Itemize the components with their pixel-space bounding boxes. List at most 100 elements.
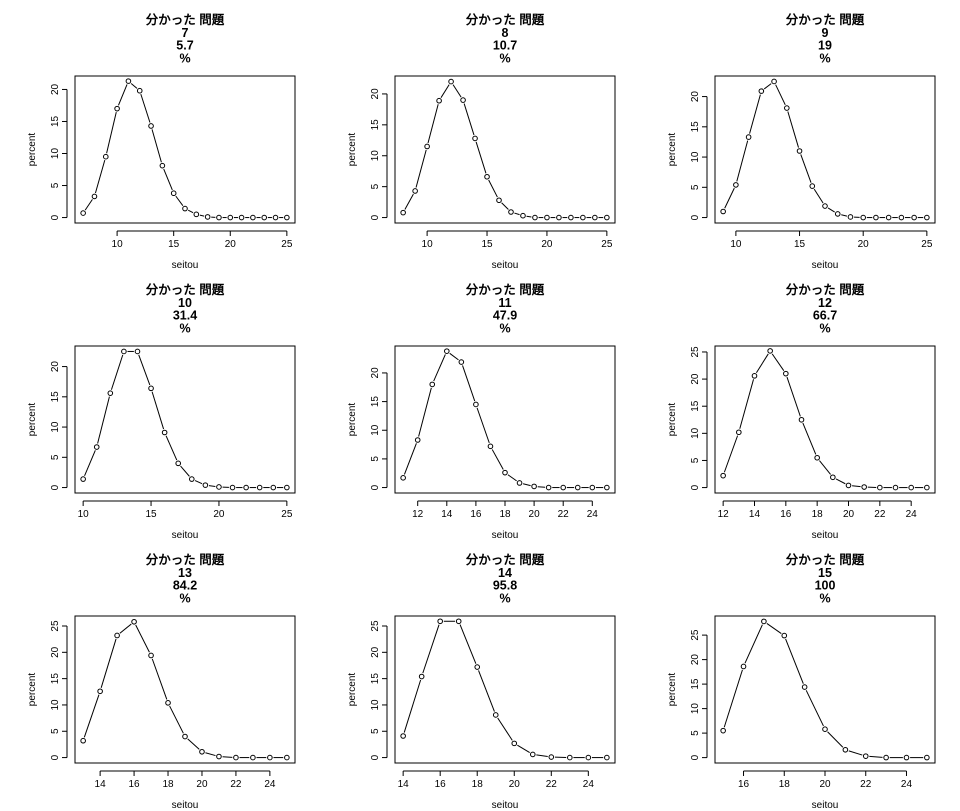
data-point bbox=[204, 214, 211, 220]
plot-frame bbox=[394, 75, 616, 224]
y-tick-label: 25 bbox=[50, 620, 61, 632]
chart-title-line: 19 bbox=[818, 39, 832, 53]
series-line-segment bbox=[151, 658, 168, 700]
y-tick-label: 0 bbox=[370, 484, 381, 490]
x-axis-label: seitou bbox=[492, 530, 519, 541]
x-tick-label: 15 bbox=[168, 239, 180, 250]
data-point bbox=[830, 474, 836, 481]
data-point bbox=[580, 214, 586, 221]
x-tick-label: 18 bbox=[162, 779, 174, 790]
data-point bbox=[903, 754, 910, 761]
chart-title-line: 5.7 bbox=[176, 39, 193, 53]
data-point bbox=[114, 105, 120, 112]
series-line-segment bbox=[175, 195, 184, 206]
series-line-segment bbox=[536, 754, 548, 758]
series-line-segment bbox=[475, 141, 487, 174]
x-tick-label: 15 bbox=[481, 239, 493, 250]
data-point bbox=[448, 78, 454, 85]
chart-title-line: % bbox=[179, 591, 190, 605]
data-point bbox=[898, 214, 905, 221]
chart-title-line: 12 bbox=[818, 296, 832, 310]
series-line-segment bbox=[766, 623, 782, 634]
data-point bbox=[80, 737, 86, 744]
data-point bbox=[885, 214, 892, 221]
data-point bbox=[560, 484, 567, 491]
chart-title-line: 13 bbox=[178, 566, 192, 580]
data-point bbox=[529, 751, 536, 758]
series-line-segment bbox=[501, 202, 509, 210]
data-point bbox=[229, 484, 236, 491]
y-tick-label: 10 bbox=[370, 150, 381, 162]
y-tick-label: 0 bbox=[50, 214, 61, 220]
y-tick-label: 5 bbox=[690, 184, 701, 190]
data-point bbox=[508, 209, 514, 215]
data-point bbox=[182, 733, 188, 740]
data-point bbox=[216, 214, 222, 221]
y-tick-label: 20 bbox=[370, 646, 381, 658]
y-axis-label: percent bbox=[27, 403, 38, 437]
chart-title-line: % bbox=[499, 51, 510, 65]
y-tick-label: 5 bbox=[690, 730, 701, 736]
data-point bbox=[455, 618, 462, 625]
x-tick-label: 10 bbox=[78, 509, 90, 520]
data-point bbox=[161, 429, 168, 436]
data-point bbox=[548, 754, 555, 760]
series-line-segment bbox=[787, 111, 799, 148]
x-tick-label: 18 bbox=[472, 779, 484, 790]
chart-title-line: 11 bbox=[498, 296, 511, 310]
data-point bbox=[256, 484, 263, 491]
series-line-segment bbox=[208, 485, 216, 487]
series-line-segment bbox=[736, 140, 749, 182]
y-tick-label: 15 bbox=[370, 673, 381, 685]
y-tick-label: 5 bbox=[370, 183, 381, 189]
data-point bbox=[908, 484, 914, 491]
y-tick-label: 5 bbox=[690, 457, 701, 463]
y-tick-label: 0 bbox=[370, 754, 381, 760]
data-point bbox=[136, 87, 143, 94]
series-line-segment bbox=[118, 84, 128, 106]
x-axis-label: seitou bbox=[812, 800, 839, 811]
series-line-segment bbox=[507, 474, 517, 482]
chart-title-line: 8 bbox=[502, 26, 509, 40]
x-tick-label: 22 bbox=[874, 509, 886, 520]
data-point bbox=[182, 205, 188, 212]
data-point bbox=[720, 208, 726, 215]
series-line-segment bbox=[140, 94, 151, 123]
series-line-segment bbox=[488, 179, 498, 198]
x-tick-label: 20 bbox=[819, 779, 831, 790]
data-point bbox=[400, 475, 406, 481]
series-line-segment bbox=[222, 756, 233, 758]
series-line-segment bbox=[194, 480, 203, 485]
series-line-segment bbox=[187, 738, 200, 750]
series-line-segment bbox=[84, 450, 96, 476]
x-tick-label: 10 bbox=[422, 239, 434, 250]
data-point bbox=[604, 754, 610, 761]
x-axis-label: seitou bbox=[172, 800, 199, 811]
data-point bbox=[134, 348, 141, 355]
series-line-segment bbox=[415, 149, 427, 188]
series-line-segment bbox=[802, 422, 817, 455]
x-tick-label: 16 bbox=[780, 509, 792, 520]
y-tick-label: 0 bbox=[690, 214, 701, 220]
series-line-segment bbox=[449, 352, 459, 361]
series-line-segment bbox=[775, 84, 786, 106]
data-point bbox=[745, 134, 752, 140]
data-point bbox=[911, 214, 917, 221]
data-point bbox=[592, 214, 598, 221]
data-point bbox=[80, 476, 86, 482]
series-line-segment bbox=[517, 744, 530, 754]
series-line-segment bbox=[497, 717, 513, 741]
chart-title: 分かった 問題 bbox=[466, 552, 545, 567]
data-point bbox=[437, 618, 443, 625]
data-point bbox=[502, 469, 508, 476]
y-tick-label: 20 bbox=[690, 654, 701, 666]
series-line-segment bbox=[462, 365, 476, 402]
x-tick-label: 24 bbox=[264, 779, 276, 790]
data-point bbox=[796, 148, 803, 154]
data-point bbox=[801, 684, 808, 690]
y-tick-label: 20 bbox=[50, 361, 61, 373]
data-point bbox=[516, 480, 523, 486]
